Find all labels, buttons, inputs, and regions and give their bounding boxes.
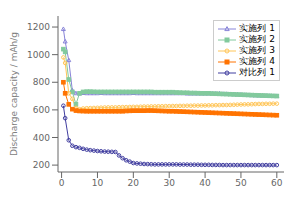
svg-text:1200: 1200 xyxy=(27,22,50,32)
svg-text:200: 200 xyxy=(33,160,50,170)
svg-text:Discharge capacity / mAh/g: Discharge capacity / mAh/g xyxy=(9,32,19,156)
svg-text:40: 40 xyxy=(199,178,211,188)
svg-text:1000: 1000 xyxy=(27,50,50,60)
html-text:对比列 1: 对比列 1 xyxy=(239,67,275,77)
svg-text:800: 800 xyxy=(33,77,50,87)
svg-text:0: 0 xyxy=(59,178,65,188)
svg-text:30: 30 xyxy=(163,178,175,188)
svg-text:400: 400 xyxy=(33,133,50,143)
html-text:实施列 2: 实施列 2 xyxy=(239,34,275,44)
svg-text:10: 10 xyxy=(92,178,104,188)
html-text:实施列 1: 实施列 1 xyxy=(239,23,275,33)
svg-text:20: 20 xyxy=(128,178,140,188)
svg-text:60: 60 xyxy=(271,178,283,188)
svg-text:600: 600 xyxy=(33,105,50,115)
html-text:实施列 4: 实施列 4 xyxy=(239,56,275,66)
svg-text:50: 50 xyxy=(235,178,247,188)
html-text:实施列 3: 实施列 3 xyxy=(239,45,275,55)
